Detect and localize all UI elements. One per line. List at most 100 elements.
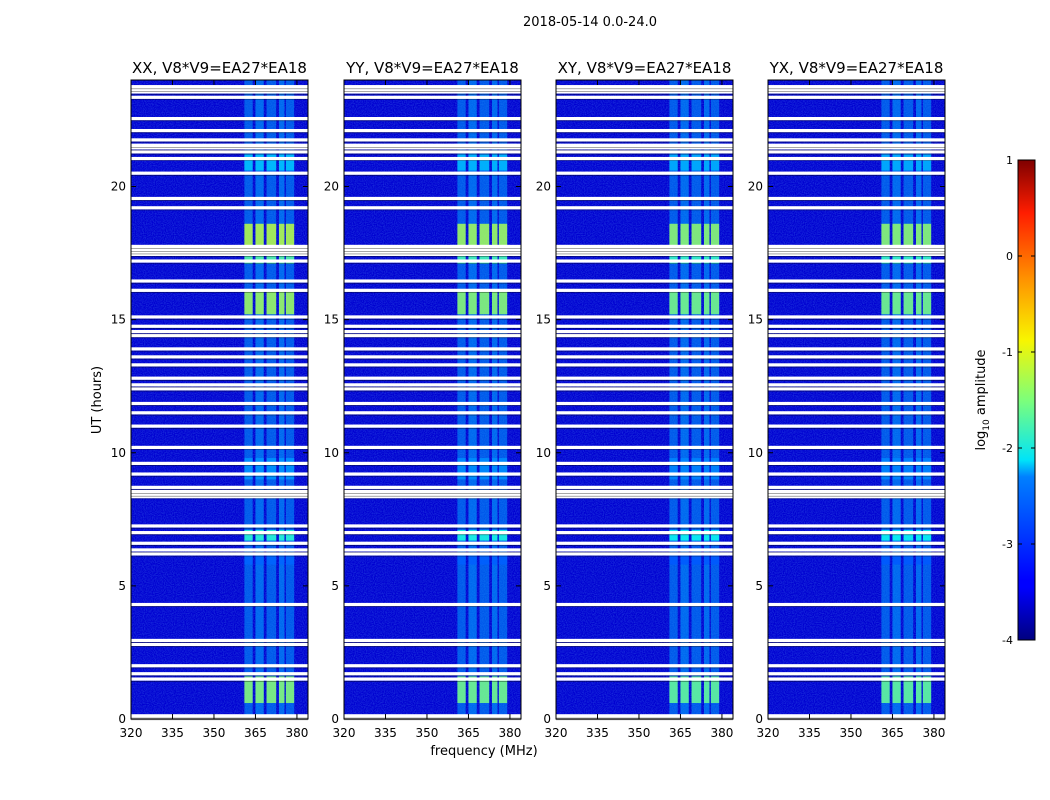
rfi-burst xyxy=(922,529,932,541)
rfi-burst xyxy=(703,223,710,246)
x-axis-label: frequency (MHz) xyxy=(430,744,537,759)
panel-title: YX, V8*V9=EA27*EA18 xyxy=(769,59,944,77)
rfi-burst xyxy=(703,154,710,171)
flagged-row xyxy=(556,288,733,292)
flagged-row xyxy=(344,461,521,465)
rfi-burst xyxy=(892,458,901,480)
flagged-row xyxy=(131,424,308,428)
panel-title: XX, V8*V9=EA27*EA18 xyxy=(132,59,307,77)
rfi-burst xyxy=(703,290,710,315)
flagged-row xyxy=(768,95,945,99)
flagged-row xyxy=(556,602,733,607)
x-tick-label: 365 xyxy=(669,726,692,740)
rfi-burst xyxy=(479,458,490,480)
flagged-row xyxy=(131,531,308,535)
flagged-row xyxy=(131,196,308,201)
flagged-row xyxy=(131,90,308,94)
flagged-row xyxy=(768,206,945,210)
rfi-burst xyxy=(278,676,285,704)
flagged-row xyxy=(768,288,945,292)
flagged-row xyxy=(131,355,308,359)
flagged-row xyxy=(344,117,521,121)
rfi-burst xyxy=(710,223,720,246)
flagged-row xyxy=(131,85,308,89)
x-tick-label: 335 xyxy=(374,726,397,740)
flagged-row xyxy=(556,552,733,556)
flagged-row xyxy=(131,250,308,254)
flagged-row xyxy=(131,677,308,681)
flagged-row xyxy=(344,244,521,249)
flagged-row xyxy=(344,90,521,94)
rfi-burst xyxy=(255,290,264,315)
panel-2: YY, V8*V9=EA27*EA18 320 335 350 365 380 0 5 10 15… xyxy=(324,59,522,740)
rfi-burst xyxy=(498,529,508,541)
rfi-burst xyxy=(285,553,295,565)
rfi-burst xyxy=(680,290,689,315)
flagged-row xyxy=(556,485,733,489)
panel-4: YX, V8*V9=EA27*EA18 320 335 350 365 380 0 5 10 15… xyxy=(748,59,946,740)
x-tick-label: 335 xyxy=(586,726,609,740)
y-tick-label: 15 xyxy=(111,313,126,327)
rfi-burst xyxy=(278,553,285,565)
flagged-row xyxy=(556,87,733,91)
flagged-row xyxy=(556,85,733,89)
rfi-burst xyxy=(479,290,490,315)
flagged-row xyxy=(768,485,945,489)
flagged-row xyxy=(768,602,945,607)
rfi-burst xyxy=(266,223,277,246)
rfi-burst xyxy=(278,154,285,171)
rfi-burst xyxy=(457,553,466,565)
flagged-row xyxy=(344,171,521,175)
colorbar-label-log: log xyxy=(974,431,989,451)
rfi-burst xyxy=(881,676,890,704)
flagged-row xyxy=(131,638,308,643)
x-tick-label: 350 xyxy=(840,726,863,740)
x-tick-label: 365 xyxy=(244,726,267,740)
flagged-row xyxy=(344,552,521,556)
flagged-row xyxy=(768,552,945,556)
rfi-burst xyxy=(468,676,477,704)
rfi-burst xyxy=(915,529,922,541)
rfi-burst xyxy=(903,154,914,171)
flagged-row xyxy=(131,324,308,328)
rfi-burst xyxy=(479,676,490,704)
flagged-row xyxy=(556,664,733,668)
colorbar-label-suffix: amplitude xyxy=(974,349,989,419)
flagged-row xyxy=(131,347,308,351)
flagged-row xyxy=(768,472,945,476)
rfi-burst xyxy=(479,223,490,246)
rfi-burst xyxy=(881,553,890,565)
flagged-row xyxy=(556,638,733,643)
flagged-row xyxy=(768,541,945,545)
y-tick-label: 20 xyxy=(536,180,551,194)
flagged-row xyxy=(344,548,521,552)
rfi-stripe xyxy=(703,80,710,719)
flagged-row xyxy=(344,206,521,210)
rfi-stripe xyxy=(680,80,689,719)
colorbar-ticks: 1 0 -1 -2 -3 -4 xyxy=(1002,154,1035,647)
flagged-row xyxy=(556,411,733,415)
rfi-burst xyxy=(881,290,890,315)
rfi-burst xyxy=(710,458,720,480)
flagged-row xyxy=(556,117,733,121)
colorbar-tick-label: -2 xyxy=(1002,442,1013,455)
rfi-burst xyxy=(491,223,498,246)
flagged-row xyxy=(556,677,733,681)
rfi-stripe xyxy=(468,80,477,719)
rfi-stripe xyxy=(498,80,508,719)
flagged-row xyxy=(131,387,308,391)
flagged-row xyxy=(768,383,945,387)
rfi-burst xyxy=(922,290,932,315)
flagged-row xyxy=(768,492,945,496)
flagged-row xyxy=(768,244,945,249)
rfi-burst xyxy=(255,223,264,246)
rfi-stripe xyxy=(691,80,702,719)
flagged-row xyxy=(131,492,308,496)
flagged-row xyxy=(131,664,308,668)
flagged-row xyxy=(344,156,521,161)
rfi-burst xyxy=(479,553,490,565)
flagged-row xyxy=(768,376,945,380)
flagged-row xyxy=(556,143,733,147)
y-tick-label: 10 xyxy=(324,446,339,460)
colorbar-tick-label: -4 xyxy=(1002,634,1013,647)
